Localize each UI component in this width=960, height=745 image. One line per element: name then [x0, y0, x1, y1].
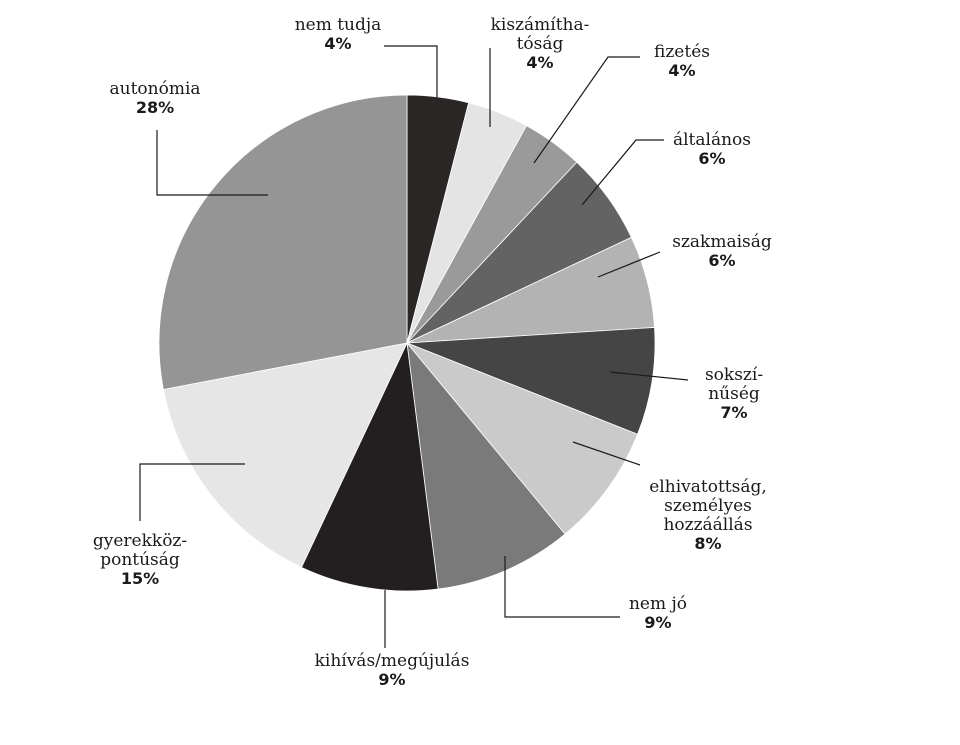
slice-name: nem jó: [629, 594, 687, 614]
slice-percent: 9%: [644, 613, 671, 632]
slice-percent: 4%: [324, 34, 351, 53]
pie-slice: [406, 327, 656, 435]
slice-name: pontúság: [100, 550, 180, 570]
leader-line: [139, 463, 245, 521]
slice-name: hozzáállás: [663, 515, 752, 535]
leader-lines: [139, 45, 689, 648]
slice-name: kiszámítha-: [491, 15, 590, 35]
slice-name: általános: [673, 130, 751, 150]
slice-label: nem jó 9%: [629, 594, 687, 632]
slice-name: sokszí-: [705, 365, 763, 385]
leader-line: [597, 251, 661, 278]
slice-percent: 7%: [720, 403, 747, 422]
slice-percent: 9%: [378, 670, 405, 689]
pie-slice: [162, 342, 408, 568]
slice-percent: 28%: [136, 98, 174, 117]
slice-label: kiszámítha-tóság 4%: [491, 15, 590, 72]
slice-label: nem tudja 4%: [295, 15, 382, 53]
slice-percent: 6%: [698, 149, 725, 168]
slice-name: nűség: [708, 384, 760, 404]
slice-percent: 4%: [668, 61, 695, 80]
slice-percent: 15%: [121, 569, 159, 588]
pie-slice: [158, 94, 408, 390]
slice-label: gyerekköz-pontúság 15%: [93, 531, 187, 588]
slice-name: elhivatottság,: [649, 477, 767, 497]
pie-slices: [158, 94, 656, 592]
slice-labels: nem tudja 4%kiszámítha-tóság 4%fizetés 4%ál…: [93, 15, 772, 689]
slice-percent: 6%: [708, 251, 735, 270]
slice-name: szakmaiság: [672, 232, 772, 252]
slice-name: autonómia: [109, 79, 200, 99]
slice-label: elhivatottság, személyes hozzáállás 8%: [649, 477, 767, 553]
pie-slice: [300, 341, 439, 592]
slice-label: fizetés 4%: [654, 42, 710, 80]
leader-line: [572, 441, 641, 466]
slice-label: kihívás/megújulás 9%: [315, 651, 470, 689]
slice-name: kihívás/megújulás: [315, 651, 470, 671]
leader-line: [609, 371, 689, 381]
slice-percent: 4%: [526, 53, 553, 72]
slice-percent: 8%: [694, 534, 721, 553]
slice-name: nem tudja: [295, 15, 382, 35]
slice-name: tóság: [517, 34, 564, 54]
slice-label: sokszí-nűség 7%: [705, 365, 763, 422]
slice-name: személyes: [664, 496, 752, 516]
leader-line: [581, 139, 664, 206]
slice-name: fizetés: [654, 42, 710, 62]
leader-line: [156, 130, 268, 196]
leader-line: [504, 556, 620, 618]
leader-line: [384, 45, 438, 98]
slice-label: általános 6%: [673, 130, 751, 168]
slice-label: szakmaiság 6%: [672, 232, 772, 270]
leader-line: [533, 56, 640, 164]
pie-slice: [406, 342, 639, 535]
slice-label: autonómia 28%: [109, 79, 200, 117]
slice-name: gyerekköz-: [93, 531, 187, 551]
